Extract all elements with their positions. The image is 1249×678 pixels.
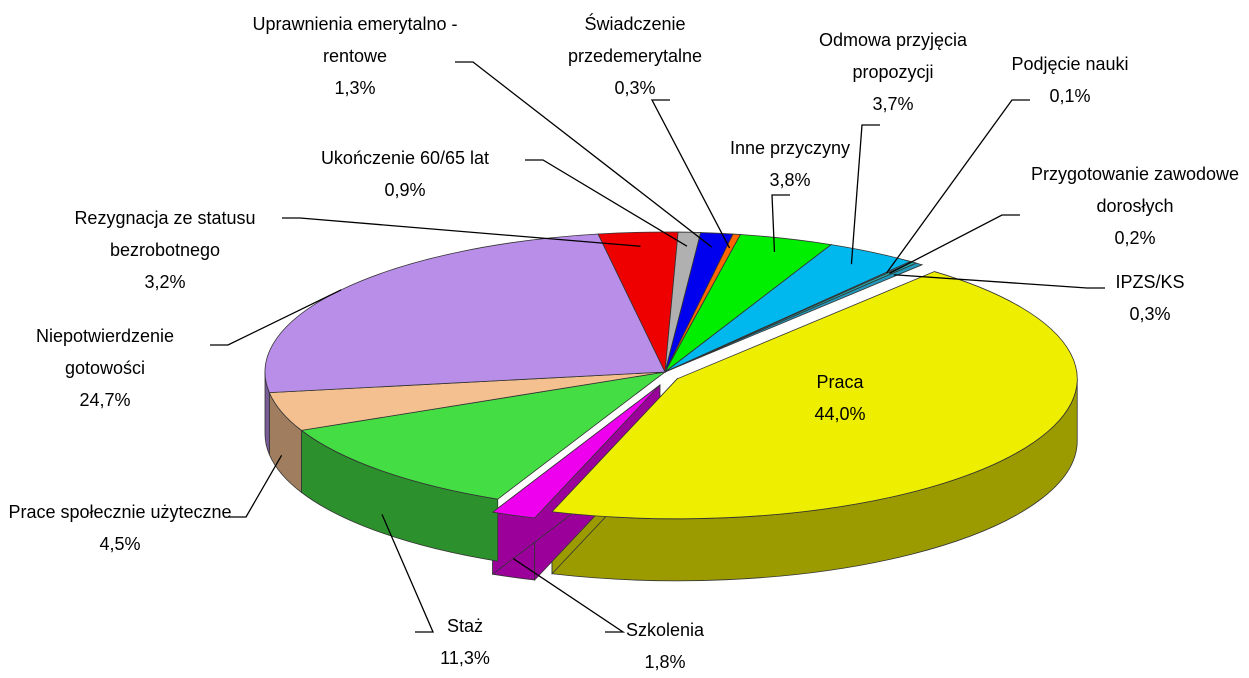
leader-line — [455, 61, 713, 248]
value-label: 0,1% — [1049, 86, 1091, 106]
category-name: Odmowa przyjęcia propozycji — [818, 30, 968, 82]
leader-line — [771, 194, 790, 252]
slice-label: Świadczenie przedemerytalne 0,3% — [535, 8, 735, 104]
category-name: Przygotowanie zawodowe dorosłych — [1030, 164, 1240, 216]
value-label: 44,0% — [814, 404, 866, 424]
category-name: Szkolenia — [625, 620, 705, 640]
value-label: 3,8% — [769, 170, 811, 190]
category-name: Prace społecznie użyteczne — [8, 502, 232, 522]
value-label: 3,2% — [144, 272, 186, 292]
value-label: 11,3% — [440, 648, 490, 668]
value-label: 0,3% — [614, 78, 656, 98]
category-name: Rezygnacja ze statusu bezrobotnego — [74, 208, 256, 260]
value-label: 0,9% — [384, 180, 426, 200]
slice-label: Staż 11,3% — [405, 610, 525, 674]
slice — [664, 262, 924, 373]
leader-line — [513, 558, 626, 633]
slice-label: Podjęcie nauki 0,1% — [985, 48, 1155, 112]
category-name: Świadczenie przedemerytalne — [567, 14, 703, 66]
slice — [551, 271, 1078, 520]
slice-label: Uprawnienia emerytalno - rentowe 1,3% — [250, 8, 460, 104]
category-name: Staż — [446, 616, 484, 636]
value-label: 1,8% — [644, 652, 686, 672]
value-label: 3,7% — [872, 94, 914, 114]
category-name: Inne przyczyny — [729, 138, 851, 158]
slice-label: IPZS/KS 0,3% — [1090, 266, 1210, 330]
category-name: Praca — [816, 372, 864, 392]
value-label: 0,3% — [1129, 304, 1171, 324]
slice-label: Szkolenia 1,8% — [585, 614, 745, 678]
slice-label: Niepotwierdzenie gotowości 24,7% — [5, 320, 205, 416]
leader-line — [886, 99, 1030, 274]
slice-label: Odmowa przyjęcia propozycji 3,7% — [788, 24, 998, 120]
leader-line — [228, 454, 283, 518]
leader-line — [850, 124, 880, 265]
category-name: Uprawnienia emerytalno - rentowe — [252, 14, 458, 66]
value-label: 1,3% — [334, 78, 376, 98]
leader-line — [381, 514, 434, 633]
slice-label: Praca 44,0% — [780, 366, 900, 430]
value-label: 24,7% — [79, 390, 131, 410]
slice-label: Inne przyczyny 3,8% — [705, 132, 875, 196]
slice-label: Ukończenie 60/65 lat 0,9% — [280, 142, 530, 206]
slice-label: Prace społecznie użyteczne 4,5% — [5, 496, 235, 560]
category-name: Podjęcie nauki — [1011, 54, 1129, 74]
slice — [300, 371, 666, 500]
category-name: Ukończenie 60/65 lat — [320, 148, 490, 168]
value-label: 0,2% — [1114, 228, 1156, 248]
slice-label: Przygotowanie zawodowe dorosłych 0,2% — [1020, 158, 1249, 254]
category-name: IPZS/KS — [1115, 272, 1185, 292]
value-label: 4,5% — [99, 534, 141, 554]
leader-line — [893, 274, 1105, 289]
category-name: Niepotwierdzenie gotowości — [35, 326, 175, 378]
leader-line — [650, 99, 731, 249]
leader-line — [210, 289, 342, 346]
leader-line — [282, 217, 641, 247]
leader-line — [889, 214, 1020, 275]
slice — [264, 233, 666, 394]
leader-line — [525, 159, 688, 247]
slice-label: Rezygnacja ze statusu bezrobotnego 3,2% — [35, 202, 295, 298]
slice — [491, 384, 661, 519]
